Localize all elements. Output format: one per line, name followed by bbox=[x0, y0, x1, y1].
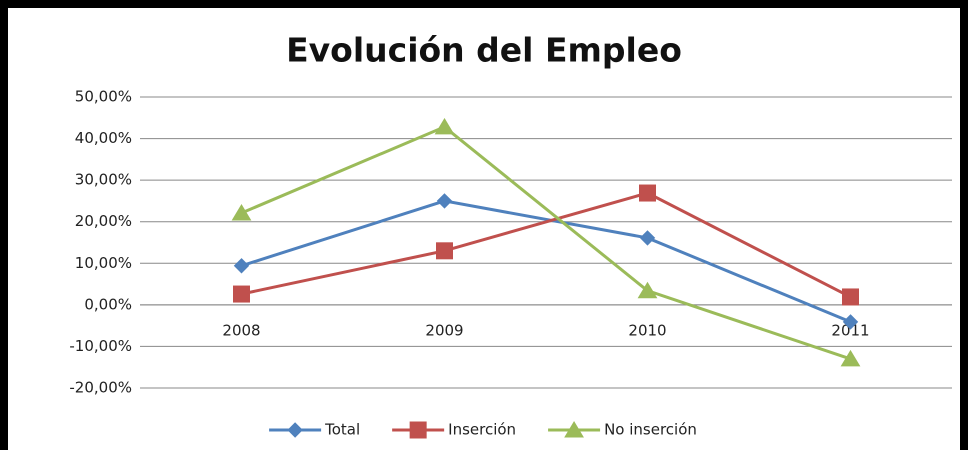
series-line bbox=[241, 199, 852, 324]
marker bbox=[231, 204, 252, 221]
chart-title: Evolución del Empleo bbox=[286, 31, 682, 70]
marker bbox=[436, 242, 453, 260]
marker bbox=[639, 184, 656, 202]
y-tick-label: -10,00% bbox=[69, 337, 132, 355]
x-tick-label: 2008 bbox=[222, 321, 260, 339]
marker bbox=[434, 117, 455, 135]
legend-marker bbox=[409, 421, 427, 439]
marker bbox=[842, 314, 859, 330]
y-tick-label: 10,00% bbox=[75, 254, 132, 272]
y-tick-label: 0,00% bbox=[84, 295, 132, 313]
legend-marker bbox=[287, 422, 303, 438]
y-tick-label: -20,00% bbox=[69, 379, 132, 397]
marker bbox=[233, 285, 250, 303]
y-tick-label: 50,00% bbox=[75, 88, 132, 106]
x-tick-label: 2009 bbox=[425, 321, 463, 339]
legend-label: Inserción bbox=[448, 421, 516, 439]
marker bbox=[436, 193, 453, 209]
marker bbox=[842, 288, 859, 306]
legend-label: No inserción bbox=[604, 421, 697, 439]
series-line bbox=[240, 125, 851, 361]
marker bbox=[637, 281, 658, 299]
marker bbox=[639, 230, 656, 246]
legend-marker bbox=[564, 421, 584, 438]
legend-label: Total bbox=[324, 421, 360, 439]
y-tick-label: 40,00% bbox=[75, 129, 132, 147]
x-tick-label: 2011 bbox=[831, 321, 869, 339]
y-tick-label: 30,00% bbox=[75, 171, 132, 189]
marker bbox=[840, 349, 861, 367]
series-line bbox=[241, 191, 852, 299]
y-tick-label: 20,00% bbox=[75, 212, 132, 230]
marker bbox=[233, 258, 250, 274]
x-tick-label: 2010 bbox=[628, 321, 666, 339]
